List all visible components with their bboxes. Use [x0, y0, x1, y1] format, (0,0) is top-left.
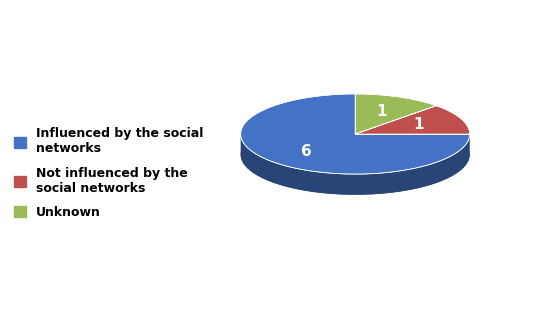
- Legend: Influenced by the social
networks, Not influenced by the
social networks, Unknow: Influenced by the social networks, Not i…: [10, 124, 207, 223]
- Text: 1: 1: [413, 117, 424, 132]
- Text: 6: 6: [301, 144, 312, 158]
- Ellipse shape: [241, 115, 470, 195]
- Polygon shape: [241, 134, 470, 195]
- Polygon shape: [355, 106, 470, 134]
- Text: 1: 1: [376, 104, 387, 119]
- Polygon shape: [241, 94, 470, 174]
- Polygon shape: [355, 94, 436, 134]
